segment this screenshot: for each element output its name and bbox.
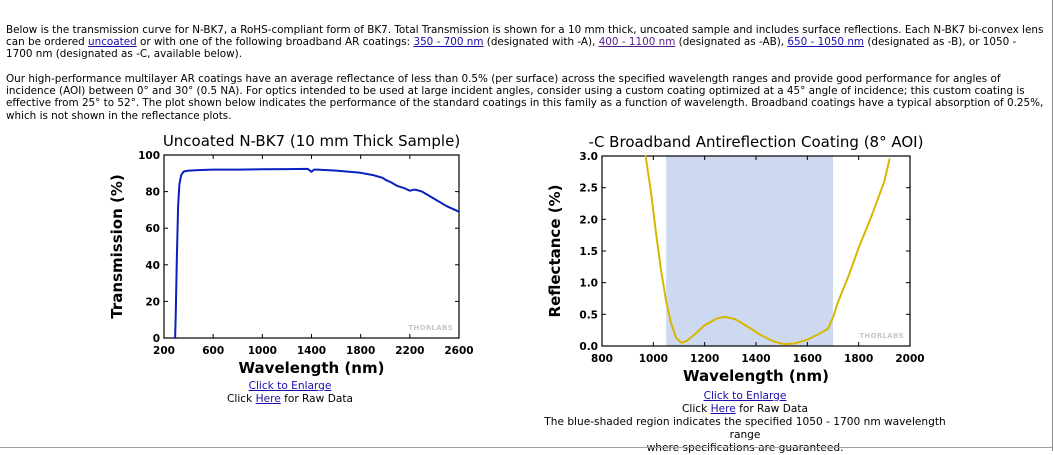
y-tick-label: 0.0 xyxy=(579,341,598,353)
intro-text: or with one of the following broadband A… xyxy=(136,36,414,49)
y-tick-label: 100 xyxy=(138,150,160,162)
y-tick-label: 0.5 xyxy=(579,309,598,321)
transmission-chart[interactable]: Uncoated N-BK7 (10 mm Thick Sample) 0 20 40… xyxy=(100,128,480,378)
reflectance-chart[interactable]: -C Broadband Antireflection Coating (8° … xyxy=(540,128,930,388)
reflectance-caption: Click to Enlarge Click Here for Raw Data… xyxy=(535,390,955,455)
intro-text: (designated as -AB), xyxy=(675,36,788,49)
y-tick-label: 3.0 xyxy=(579,151,598,163)
data-series-line xyxy=(174,167,460,339)
coating-650-1050-link[interactable]: 650 - 1050 nm xyxy=(787,36,865,49)
x-tick-label: 2600 xyxy=(444,345,473,357)
plot-frame xyxy=(163,154,460,339)
x-tick-label: 600 xyxy=(202,345,224,357)
x-tick-label: 200 xyxy=(153,345,175,357)
caption-text: for Raw Data xyxy=(735,403,808,415)
transmission-chart-svg: Uncoated N-BK7 (10 mm Thick Sample) 0 20 40… xyxy=(108,132,474,377)
caption-text: Click xyxy=(227,393,256,405)
y-tick-label: 2.5 xyxy=(579,183,598,195)
raw-data-link[interactable]: Here xyxy=(255,393,281,405)
x-tick-label: 1600 xyxy=(793,353,822,365)
chart-title: Uncoated N-BK7 (10 mm Thick Sample) xyxy=(163,132,460,150)
y-tick-label: 20 xyxy=(145,296,160,308)
divider xyxy=(0,447,1052,448)
y-tick-label: 0 xyxy=(153,333,160,345)
coating-400-1100-link[interactable]: 400 - 1100 nm xyxy=(598,36,676,49)
transmission-caption: Click to Enlarge Click Here for Raw Data xyxy=(160,380,420,406)
shaded-region-note: The blue-shaded region indicates the spe… xyxy=(544,416,946,441)
chart-title: -C Broadband Antireflection Coating (8° … xyxy=(589,133,924,151)
coating-350-700-link[interactable]: 350 - 700 nm xyxy=(413,36,484,49)
y-tick-label: 1.0 xyxy=(579,278,598,290)
caption-text: Click xyxy=(682,403,711,415)
y-tick-label: 60 xyxy=(145,223,160,235)
x-tick-label: 2000 xyxy=(895,353,924,365)
intro-text: (designated with -A), xyxy=(483,36,599,49)
x-tick-label: 1000 xyxy=(248,345,277,357)
y-axis-label: Reflectance (%) xyxy=(546,185,564,318)
y-tick-label: 2.0 xyxy=(579,214,598,226)
x-tick-label: 1400 xyxy=(741,353,770,365)
intro-paragraph-2: Our high-performance multilayer AR coati… xyxy=(6,73,1044,122)
data-series-line xyxy=(644,155,891,346)
x-tick-label: 1800 xyxy=(346,345,375,357)
caption-text: for Raw Data xyxy=(280,393,353,405)
reflectance-chart-svg: -C Broadband Antireflection Coating (8° … xyxy=(546,133,925,385)
x-axis-label: Wavelength (nm) xyxy=(239,359,385,377)
shaded-region-note: where specifications are guaranteed. xyxy=(646,442,844,454)
spec-shaded-region xyxy=(666,156,833,346)
x-tick-label: 1400 xyxy=(297,345,326,357)
y-tick-label: 80 xyxy=(145,187,160,199)
thorlabs-watermark: THORLABS xyxy=(859,332,904,340)
x-tick-label: 800 xyxy=(591,353,613,365)
x-tick-label: 1000 xyxy=(639,353,668,365)
y-axis-label: Transmission (%) xyxy=(108,174,126,318)
thorlabs-watermark: THORLABS xyxy=(408,324,453,332)
intro-paragraph-1: Below is the transmission curve for N-BK… xyxy=(6,24,1046,61)
y-tick-label: 40 xyxy=(145,260,160,272)
intro-text: (designated as -B), or 1050 - 1700 nm (d… xyxy=(6,36,1017,61)
x-axis-label: Wavelength (nm) xyxy=(683,367,829,385)
intro-text: Below is the transmission curve for N-BK… xyxy=(6,24,1044,49)
x-tick-label: 2200 xyxy=(395,345,424,357)
enlarge-link[interactable]: Click to Enlarge xyxy=(703,390,787,402)
raw-data-link[interactable]: Here xyxy=(710,403,736,415)
y-tick-label: 1.5 xyxy=(579,246,598,258)
x-tick-label: 1200 xyxy=(690,353,719,365)
uncoated-link[interactable]: uncoated xyxy=(88,36,137,49)
x-tick-label: 1800 xyxy=(844,353,873,365)
enlarge-link[interactable]: Click to Enlarge xyxy=(248,380,332,392)
